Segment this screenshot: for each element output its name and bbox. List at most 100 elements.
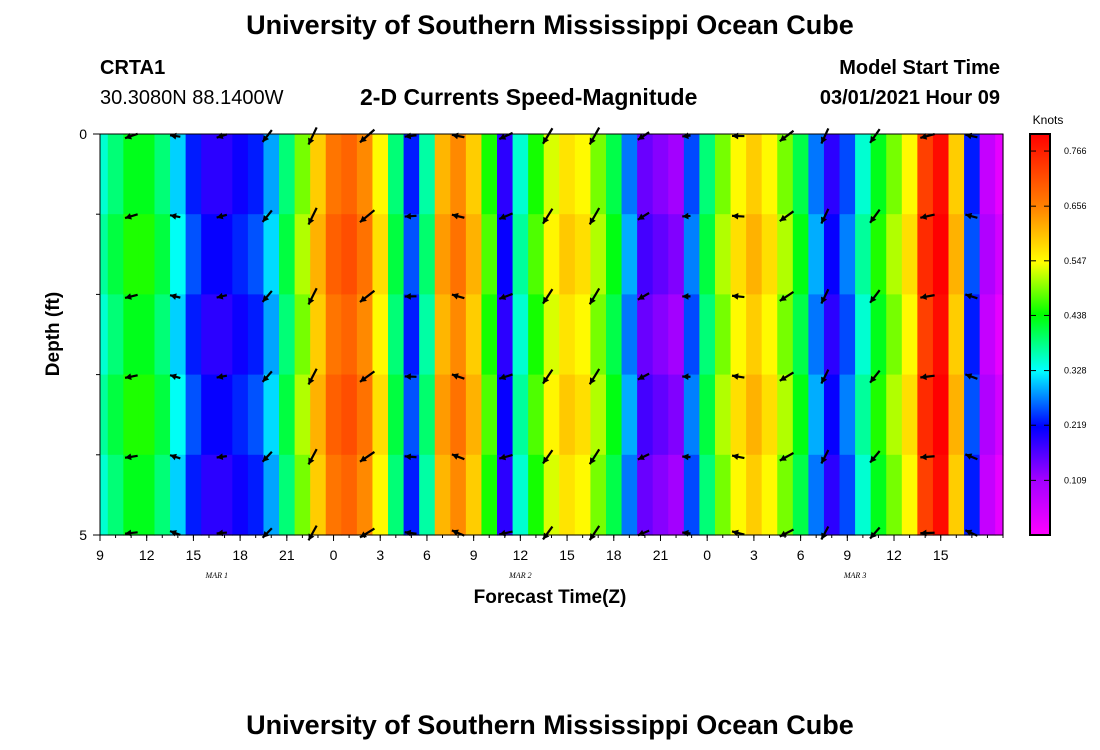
heatmap-cell [637, 374, 654, 456]
heatmap-cell [637, 454, 654, 536]
current-arrow [964, 453, 978, 461]
heatmap-cell [107, 294, 124, 376]
current-arrow [588, 207, 601, 225]
heatmap-cell [450, 214, 467, 295]
heatmap-cell [932, 454, 950, 536]
heatmap-cell [403, 294, 420, 376]
current-arrow [920, 373, 935, 381]
heatmap-cell [341, 374, 358, 456]
heatmap-cell [792, 454, 809, 536]
heatmap-cell [668, 134, 685, 215]
heatmap-cell [403, 374, 420, 456]
date-label: MAR 3 [843, 571, 866, 580]
heatmap-cell [683, 454, 701, 536]
current-arrow [404, 373, 417, 380]
heatmap-cell [138, 374, 156, 456]
heatmap-cell [356, 134, 374, 215]
heatmap-cell [497, 294, 514, 376]
current-arrow [542, 127, 554, 145]
heatmap-cell [497, 374, 514, 456]
heatmap-cell [138, 214, 156, 295]
heatmap-cell [543, 454, 560, 536]
heatmap-cell [901, 294, 918, 376]
heatmap-cell [419, 214, 436, 295]
heatmap-cell [201, 374, 218, 456]
heatmap-cell [808, 214, 825, 295]
heatmap-cell [839, 134, 856, 215]
heatmap-cell [870, 214, 887, 295]
heatmap-cell [730, 214, 747, 295]
current-arrow [261, 451, 273, 463]
heatmap-cell [668, 294, 685, 376]
heatmap-cell [543, 374, 560, 456]
heatmap-cell [543, 134, 560, 215]
heatmap-cell [652, 214, 669, 295]
heatmap-cell [683, 134, 701, 215]
heatmap-cell [247, 374, 265, 456]
heatmap-cell [948, 454, 965, 536]
current-arrow [261, 209, 273, 223]
heatmap-cell [263, 134, 280, 215]
heatmap-cell [100, 374, 109, 456]
heatmap-cell [138, 454, 156, 536]
heatmap-cell [481, 374, 498, 456]
current-arrow [124, 213, 138, 220]
heatmap-cell [823, 294, 841, 376]
current-arrow [682, 453, 691, 461]
heatmap-cell [730, 134, 747, 215]
heatmap-cell [372, 214, 389, 295]
current-arrow [498, 292, 513, 300]
current-arrow [498, 453, 513, 461]
current-arrow [869, 289, 881, 304]
current-arrow [261, 527, 273, 539]
current-arrow [964, 373, 978, 380]
heatmap-cell [232, 454, 249, 536]
heatmap-cell [668, 214, 685, 295]
heatmap-cell [419, 454, 436, 536]
heatmap-cell [964, 214, 981, 295]
heatmap-cell [310, 374, 327, 456]
current-arrow [307, 368, 318, 385]
heatmap-cell [932, 374, 950, 456]
heatmap-cell [100, 294, 109, 376]
current-arrow [731, 293, 745, 300]
x-tick-label: 9 [843, 547, 851, 563]
station-id: CRTA1 [100, 57, 166, 79]
heatmap-cell [450, 454, 467, 536]
heatmap-cell [107, 214, 124, 295]
heatmap-cell [279, 214, 296, 295]
heatmap-cell [590, 454, 607, 536]
heatmap-cell [964, 134, 981, 215]
heatmap-cell [388, 374, 405, 456]
heatmap-cell [590, 374, 607, 456]
heatmap-cell [512, 454, 529, 536]
heatmap-cell [170, 294, 187, 376]
heatmap-cell [668, 374, 685, 456]
heatmap-cell [808, 134, 825, 215]
heatmap-cell [543, 214, 560, 295]
heatmap-cell [652, 374, 669, 456]
heatmap-cell [528, 374, 545, 456]
current-arrow [124, 132, 139, 140]
heatmap-cell [419, 294, 436, 376]
heatmap-cell [995, 214, 1004, 295]
heatmap-cell [123, 214, 140, 295]
current-arrow [216, 292, 228, 300]
x-tick-label: 15 [559, 547, 575, 563]
heatmap-cell [170, 454, 187, 536]
current-arrow [359, 289, 376, 303]
current-arrow [169, 453, 181, 461]
heatmap-cell [154, 454, 171, 536]
heatmap-cell [481, 214, 498, 295]
heatmap-cell [886, 134, 903, 215]
heatmap-cell [590, 214, 607, 295]
date-label: MAR 2 [508, 571, 531, 580]
current-arrow [588, 448, 601, 465]
heatmap-cell [777, 134, 794, 215]
current-arrow [261, 370, 273, 383]
heatmap-cell [528, 214, 545, 295]
heatmap-cell [995, 454, 1004, 536]
current-arrow [588, 287, 601, 305]
model-start-label: Model Start Time [839, 57, 1000, 79]
heatmap-cell [247, 214, 265, 295]
